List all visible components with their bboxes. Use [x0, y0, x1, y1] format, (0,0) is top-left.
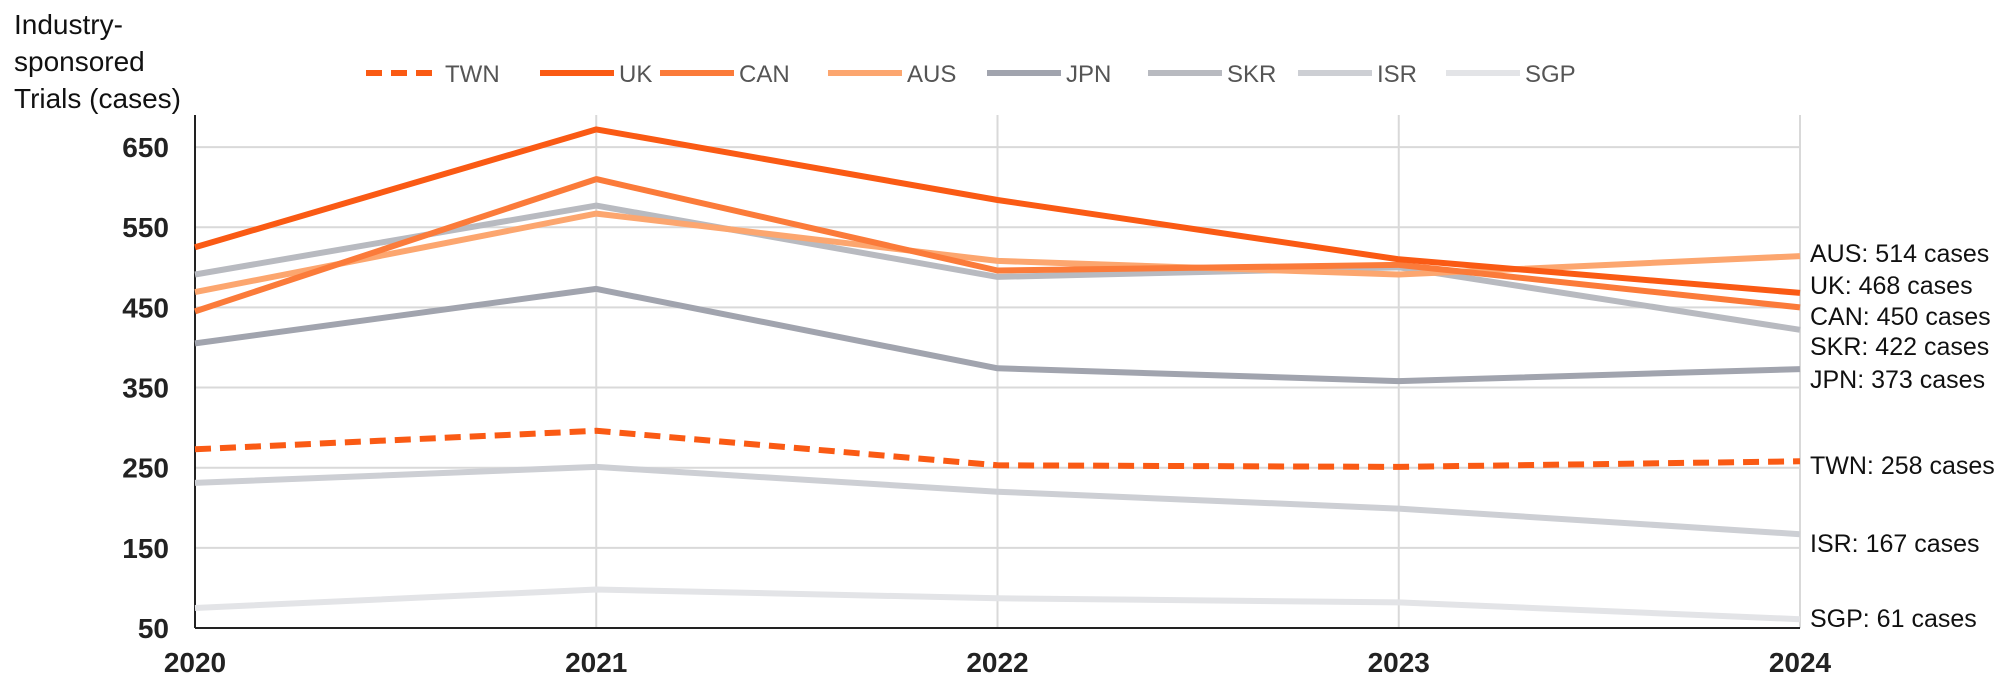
y-tick-label: 650: [122, 132, 169, 163]
y-tick-label: 50: [138, 613, 169, 644]
x-tick-label: 2020: [164, 647, 226, 673]
y-axis-title: Industry- sponsored Trials (cases): [14, 6, 234, 117]
y-tick-label: 250: [122, 453, 169, 484]
end-label-twn: TWN: 258 cases: [1810, 452, 1995, 480]
x-tick-label: 2021: [565, 647, 627, 673]
y-tick-label: 150: [122, 533, 169, 564]
y-tick-label: 450: [122, 292, 169, 323]
end-label-isr: ISR: 167 cases: [1810, 530, 1980, 558]
end-label-jpn: JPN: 373 cases: [1810, 366, 1985, 394]
y-tick-label: 550: [122, 212, 169, 243]
y-axis-title-line-1: Industry-: [14, 6, 234, 43]
end-label-uk: UK: 468 cases: [1810, 272, 1973, 300]
legend-label-twn: TWN: [445, 61, 500, 88]
legend-label-aus: AUS: [907, 61, 956, 88]
legend-label-isr: ISR: [1377, 61, 1417, 88]
end-label-sgp: SGP: 61 cases: [1810, 605, 1977, 633]
end-label-can: CAN: 450 cases: [1810, 303, 1991, 331]
x-tick-label: 2022: [966, 647, 1028, 673]
legend-label-sgp: SGP: [1525, 61, 1576, 88]
end-label-skr: SKR: 422 cases: [1810, 333, 1989, 361]
x-tick-label: 2023: [1368, 647, 1430, 673]
legend-label-jpn: JPN: [1066, 61, 1111, 88]
legend-label-skr: SKR: [1227, 61, 1276, 88]
y-axis-title-line-2: sponsored: [14, 43, 234, 80]
end-label-aus: AUS: 514 cases: [1810, 240, 1989, 268]
x-tick-label: 2024: [1769, 647, 1832, 673]
y-axis-title-line-3: Trials (cases): [14, 80, 234, 117]
legend-label-can: CAN: [739, 61, 790, 88]
y-tick-label: 350: [122, 373, 169, 404]
legend-label-uk: UK: [619, 61, 652, 88]
